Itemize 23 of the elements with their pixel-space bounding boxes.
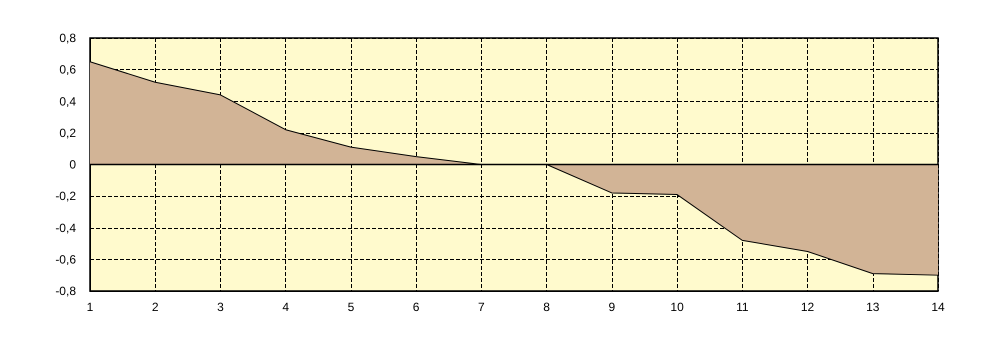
x-tick-label: 4 xyxy=(282,300,290,314)
x-tick-label: 2 xyxy=(152,300,159,314)
y-tick-label: -0,4 xyxy=(55,220,76,235)
y-tick-label: 0,6 xyxy=(59,62,76,77)
y-tick-label: -0,8 xyxy=(55,284,76,298)
x-tick-label: 3 xyxy=(217,300,224,314)
x-tick-label: 13 xyxy=(866,300,880,314)
x-tick-label: 5 xyxy=(348,300,355,314)
y-tick-label: -0,6 xyxy=(55,252,76,266)
y-tick-label: 0,2 xyxy=(59,126,76,140)
x-tick-label: 11 xyxy=(736,300,749,314)
x-tick-label: 7 xyxy=(478,300,486,314)
y-tick-label: 0 xyxy=(69,158,76,172)
y-tick-label: -0,2 xyxy=(55,189,76,204)
x-tick-label: 14 xyxy=(931,300,945,314)
x-tick-label: 6 xyxy=(412,300,420,314)
y-tick-label: 0,8 xyxy=(59,31,76,45)
x-tick-label: 1 xyxy=(86,300,94,314)
x-tick-label: 8 xyxy=(543,300,550,314)
x-tick-label: 12 xyxy=(800,300,815,314)
x-tick-label: 9 xyxy=(608,300,616,314)
y-tick-label: 0,4 xyxy=(59,94,76,108)
x-tick-label: 10 xyxy=(670,300,684,314)
